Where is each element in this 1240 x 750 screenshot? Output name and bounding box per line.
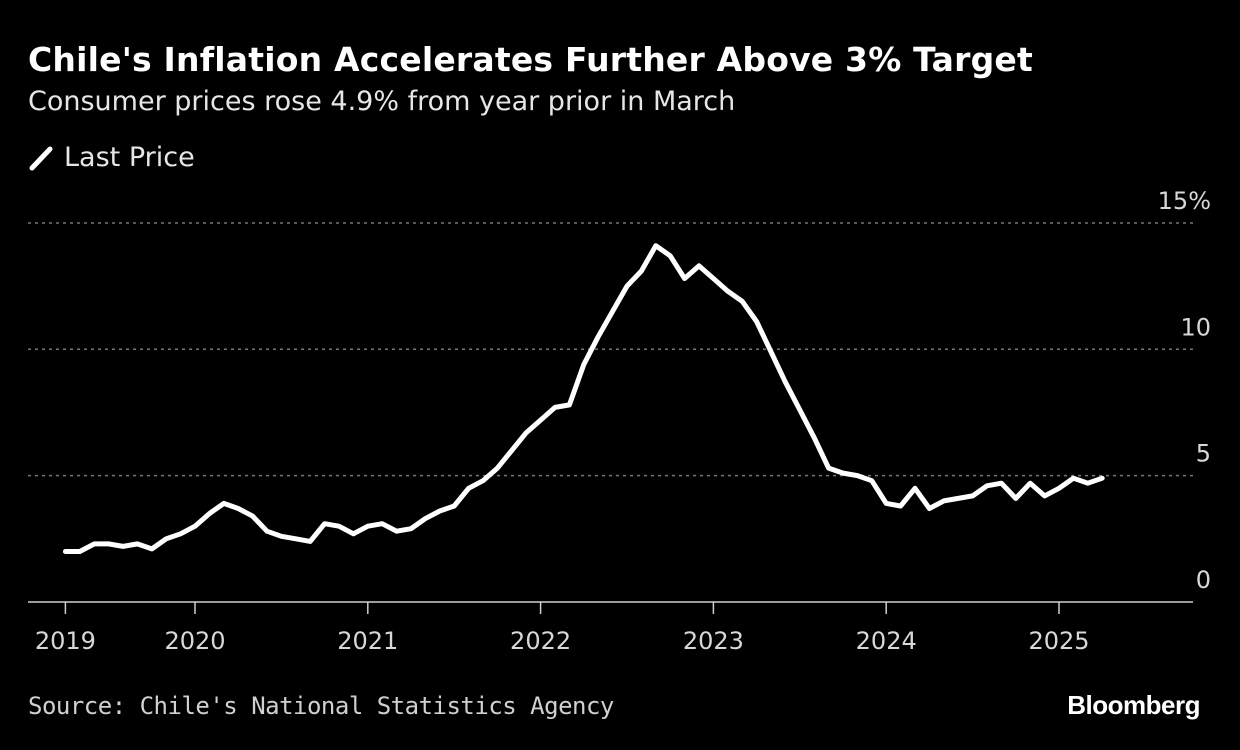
- x-tick-label: 2019: [35, 627, 96, 655]
- y-tick-label: 5: [1196, 440, 1211, 468]
- series-line-last-price: [62, 243, 1105, 554]
- legend: Last Price: [28, 142, 195, 173]
- source-note: Source: Chile's National Statistics Agen…: [28, 692, 614, 720]
- x-tick-label: 2021: [337, 627, 398, 655]
- chart-title: Chile's Inflation Accelerates Further Ab…: [28, 40, 1033, 79]
- y-tick-label: 0: [1196, 566, 1211, 594]
- x-tick-label: 2022: [510, 627, 571, 655]
- y-tick-label: 10: [1180, 313, 1211, 341]
- legend-line-icon: [29, 146, 53, 170]
- y-tick-label: 15%: [1158, 187, 1211, 215]
- x-tick-label: 2025: [1028, 627, 1089, 655]
- x-tick-label: 2020: [164, 627, 225, 655]
- x-tick-label: 2023: [683, 627, 744, 655]
- chart-subtitle: Consumer prices rose 4.9% from year prio…: [28, 86, 736, 117]
- x-tick-label: 2024: [856, 627, 917, 655]
- legend-label: Last Price: [64, 142, 195, 173]
- bloomberg-logo: Bloomberg: [1067, 690, 1200, 720]
